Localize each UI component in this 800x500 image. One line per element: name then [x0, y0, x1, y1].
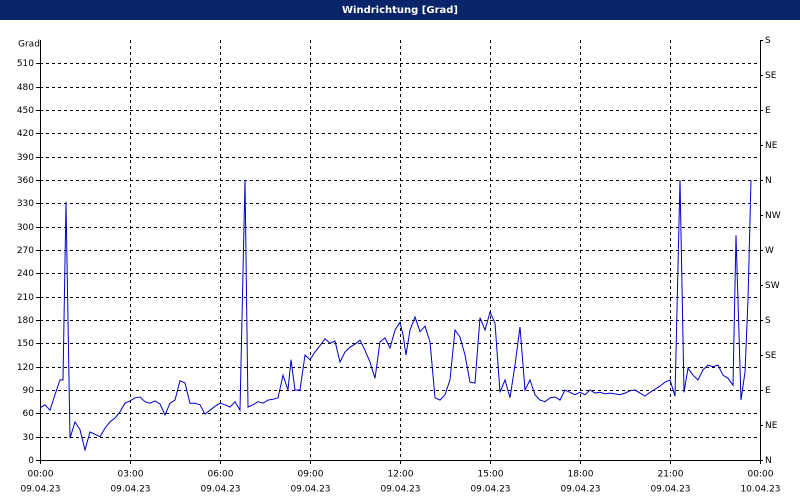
- x-tick-label: 06:00: [208, 470, 234, 480]
- y-tick-label: 270: [17, 246, 34, 256]
- y-tick-label: 180: [17, 316, 34, 326]
- x-tick-date: 10.04.23: [740, 485, 780, 495]
- y2-tick-label: N: [765, 456, 772, 466]
- x-tick-label: 00:00: [28, 470, 54, 480]
- y2-tick-label: S: [765, 36, 771, 46]
- x-tick-date: 09.04.23: [200, 485, 240, 495]
- x-tick-date: 09.04.23: [380, 485, 420, 495]
- y-tick-label: 240: [17, 269, 34, 279]
- y2-tick-label: NE: [765, 141, 778, 151]
- y2-tick-label: E: [765, 106, 771, 116]
- title-bar: [0, 0, 800, 20]
- x-tick-date: 09.04.23: [470, 485, 510, 495]
- y2-tick-label: W: [765, 246, 774, 256]
- x-tick-label: 12:00: [388, 470, 414, 480]
- x-tick-date: 09.04.23: [20, 485, 60, 495]
- x-tick-label: 00:00: [748, 470, 774, 480]
- y2-tick-label: N: [765, 176, 772, 186]
- y2-tick-label: SW: [765, 281, 780, 291]
- data-line: [39, 179, 752, 452]
- y2-tick-label: NW: [765, 211, 781, 221]
- y2-tick-label: S: [765, 316, 771, 326]
- y2-tick-label: E: [765, 386, 771, 396]
- y-tick-label: 0: [28, 456, 34, 466]
- x-tick-label: 18:00: [568, 470, 594, 480]
- x-tick-date: 09.04.23: [650, 485, 690, 495]
- x-tick-date: 09.04.23: [110, 485, 150, 495]
- x-tick-label: 03:00: [118, 470, 144, 480]
- x-tick-date: 09.04.23: [290, 485, 330, 495]
- y-tick-label: 150: [17, 339, 34, 349]
- y-axis-label: Grad: [18, 40, 40, 50]
- x-tick-date: 09.04.23: [560, 485, 600, 495]
- y-tick-label: 210: [17, 293, 34, 303]
- y-tick-label: 510: [17, 59, 34, 69]
- x-tick-label: 15:00: [478, 470, 504, 480]
- y-tick-label: 360: [17, 176, 34, 186]
- y-tick-label: 330: [17, 199, 34, 209]
- y-tick-label: 480: [17, 83, 34, 93]
- y2-tick-label: SE: [765, 71, 777, 81]
- y2-tick-label: SE: [765, 351, 777, 361]
- y-tick-label: 120: [17, 363, 34, 373]
- chart-title: Windrichtung [Grad]: [342, 5, 458, 16]
- y-tick-label: 60: [23, 409, 35, 419]
- y-tick-label: 90: [23, 386, 35, 396]
- y-tick-label: 420: [17, 129, 34, 139]
- y2-tick-label: NE: [765, 421, 778, 431]
- y-tick-label: 450: [17, 106, 34, 116]
- x-tick-label: 09:00: [298, 470, 324, 480]
- x-tick-label: 21:00: [658, 470, 684, 480]
- y-tick-label: 30: [23, 433, 35, 443]
- y-tick-label: 390: [17, 153, 34, 163]
- y-tick-label: 300: [17, 223, 34, 233]
